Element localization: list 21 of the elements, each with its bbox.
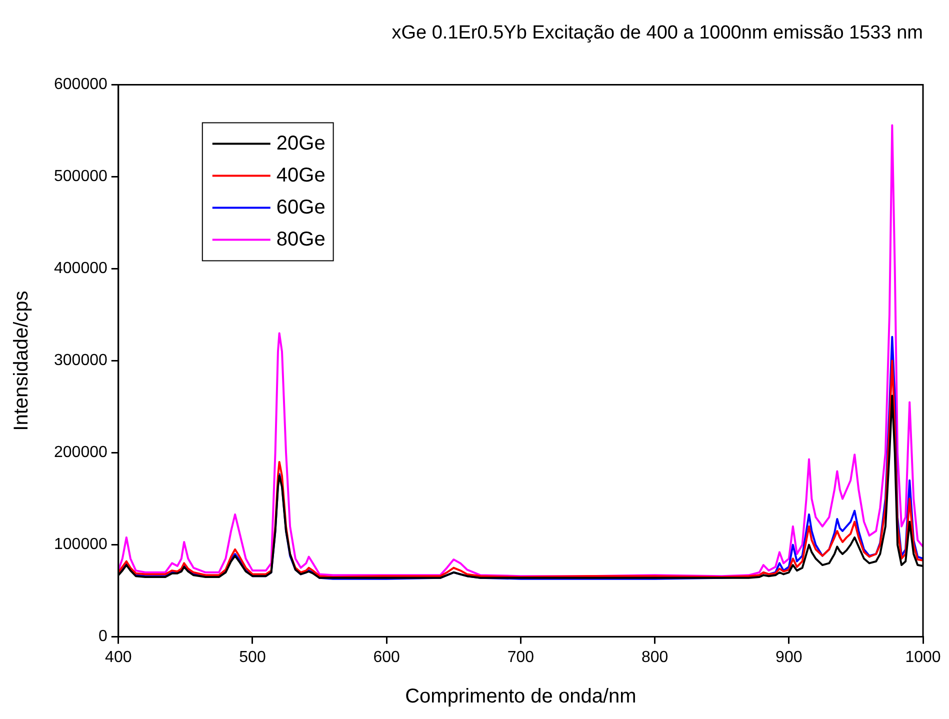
x-tick-label: 1000 (905, 648, 941, 666)
y-tick-label: 200000 (54, 444, 108, 462)
x-tick-label: 500 (239, 648, 266, 666)
legend-label: 60Ge (276, 196, 326, 218)
y-tick-label: 600000 (54, 76, 108, 94)
y-axis-title: Intensidade/cps (10, 290, 33, 431)
y-tick-label: 100000 (54, 536, 108, 554)
y-tick-label: 0 (98, 628, 108, 646)
legend-label: 80Ge (276, 228, 326, 250)
y-tick-label: 300000 (54, 352, 108, 370)
legend-label: 20Ge (276, 132, 326, 154)
legend-label: 40Ge (276, 164, 326, 186)
y-tick-label: 500000 (54, 168, 108, 186)
x-tick-label: 800 (641, 648, 668, 666)
x-tick-label: 400 (105, 648, 132, 666)
y-tick-label: 400000 (54, 260, 108, 278)
x-tick-label: 900 (776, 648, 802, 666)
x-tick-label: 700 (507, 648, 534, 666)
x-axis-title: Comprimento de onda/nm (405, 686, 636, 708)
chart-title: xGe 0.1Er0.5Yb Excitação de 400 a 1000nm emissão 1533 nm (392, 22, 923, 44)
x-tick-label: 600 (373, 648, 400, 666)
